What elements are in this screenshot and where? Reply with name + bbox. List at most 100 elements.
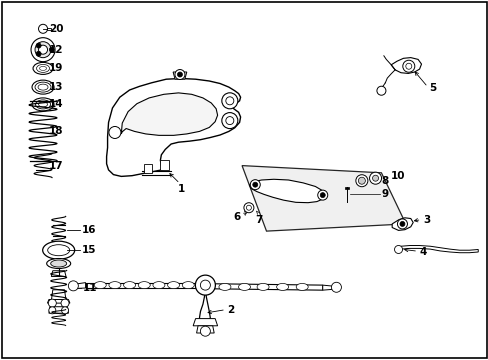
Circle shape	[244, 203, 253, 213]
Text: 2: 2	[227, 305, 234, 315]
Text: 15: 15	[82, 245, 97, 255]
Text: 5: 5	[428, 83, 436, 93]
Circle shape	[39, 24, 47, 33]
Ellipse shape	[51, 260, 66, 267]
Circle shape	[48, 299, 56, 307]
Circle shape	[222, 93, 237, 109]
Polygon shape	[160, 160, 168, 170]
Ellipse shape	[219, 283, 230, 291]
Ellipse shape	[153, 282, 164, 289]
Polygon shape	[47, 300, 70, 303]
Text: 4: 4	[419, 247, 426, 257]
Text: 8: 8	[381, 176, 388, 186]
Circle shape	[200, 280, 210, 290]
Circle shape	[399, 221, 404, 226]
Circle shape	[225, 117, 233, 125]
Circle shape	[246, 205, 251, 210]
Ellipse shape	[38, 84, 48, 90]
Circle shape	[195, 275, 215, 295]
Text: 20: 20	[49, 24, 63, 34]
Polygon shape	[51, 271, 66, 276]
Text: 11: 11	[83, 283, 98, 293]
Text: 16: 16	[82, 225, 97, 235]
Circle shape	[252, 182, 257, 187]
Text: 14: 14	[49, 99, 63, 109]
Ellipse shape	[42, 241, 75, 259]
Circle shape	[355, 175, 367, 187]
Text: 12: 12	[49, 45, 63, 55]
Circle shape	[225, 97, 233, 105]
Circle shape	[317, 190, 327, 200]
Text: 6: 6	[233, 212, 241, 222]
Polygon shape	[173, 72, 186, 79]
Polygon shape	[242, 166, 405, 231]
Circle shape	[61, 307, 68, 314]
Ellipse shape	[33, 62, 53, 75]
Polygon shape	[46, 28, 51, 30]
Text: 10: 10	[390, 171, 405, 181]
Circle shape	[36, 43, 41, 48]
Circle shape	[372, 175, 378, 181]
Text: 17: 17	[49, 161, 63, 171]
Circle shape	[35, 42, 51, 58]
Ellipse shape	[182, 282, 194, 289]
Circle shape	[402, 60, 414, 72]
Polygon shape	[49, 307, 68, 313]
Ellipse shape	[138, 282, 150, 289]
Ellipse shape	[296, 283, 307, 291]
Polygon shape	[121, 93, 217, 135]
Circle shape	[175, 69, 184, 80]
Circle shape	[36, 51, 41, 56]
Polygon shape	[106, 78, 240, 176]
Polygon shape	[345, 187, 348, 189]
Circle shape	[222, 113, 237, 129]
Circle shape	[39, 45, 47, 54]
Circle shape	[331, 282, 341, 292]
Ellipse shape	[48, 245, 69, 256]
Polygon shape	[391, 218, 412, 230]
Circle shape	[250, 180, 260, 190]
Circle shape	[394, 246, 402, 253]
Polygon shape	[72, 283, 85, 288]
Text: 19: 19	[49, 63, 63, 73]
Text: 1: 1	[178, 184, 185, 194]
Circle shape	[109, 126, 121, 139]
Circle shape	[397, 219, 407, 229]
Polygon shape	[85, 283, 205, 288]
Polygon shape	[51, 290, 66, 301]
Ellipse shape	[238, 283, 250, 291]
Ellipse shape	[109, 282, 121, 289]
Circle shape	[376, 86, 385, 95]
Ellipse shape	[36, 100, 50, 109]
Text: 13: 13	[49, 82, 63, 92]
Circle shape	[405, 63, 411, 69]
Circle shape	[358, 177, 365, 184]
Polygon shape	[144, 164, 151, 173]
Circle shape	[49, 307, 56, 314]
Circle shape	[68, 281, 78, 291]
Ellipse shape	[276, 283, 288, 291]
Polygon shape	[205, 284, 322, 290]
Circle shape	[369, 172, 381, 184]
Ellipse shape	[40, 66, 46, 71]
Polygon shape	[193, 319, 217, 326]
Polygon shape	[322, 285, 337, 290]
Polygon shape	[395, 246, 477, 253]
Polygon shape	[249, 179, 325, 203]
Circle shape	[200, 326, 210, 336]
Ellipse shape	[94, 282, 106, 289]
Circle shape	[31, 38, 55, 62]
Text: 3: 3	[422, 215, 429, 225]
Circle shape	[177, 72, 182, 77]
Circle shape	[49, 47, 54, 52]
Ellipse shape	[32, 80, 54, 94]
Ellipse shape	[257, 283, 268, 291]
Ellipse shape	[32, 98, 54, 111]
Ellipse shape	[46, 258, 71, 269]
Text: 18: 18	[49, 126, 63, 136]
Text: 7: 7	[255, 215, 263, 225]
Circle shape	[320, 193, 325, 198]
Ellipse shape	[39, 102, 47, 107]
Ellipse shape	[35, 82, 51, 92]
Ellipse shape	[123, 282, 135, 289]
